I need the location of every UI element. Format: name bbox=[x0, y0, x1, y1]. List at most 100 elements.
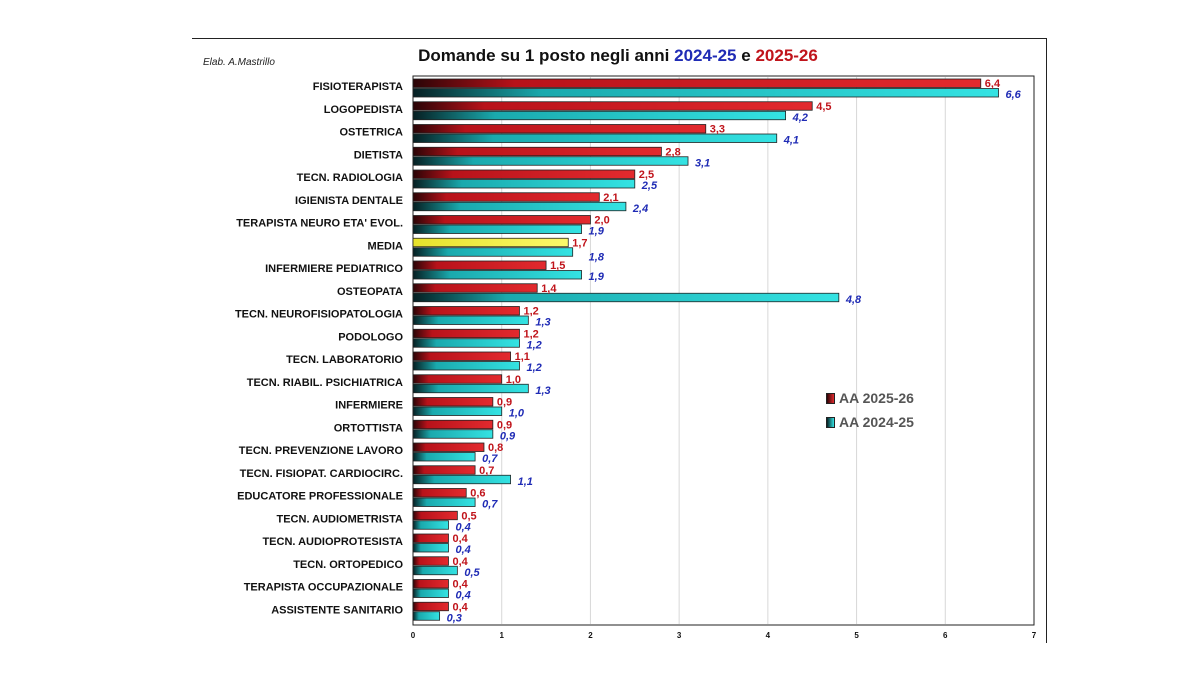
bar-2024-25 bbox=[412, 133, 778, 143]
bar-2024-25 bbox=[412, 452, 476, 462]
bar-2025-26 bbox=[412, 306, 520, 316]
bar-2025-26 bbox=[412, 283, 538, 293]
x-tick-label: 4 bbox=[766, 631, 771, 640]
bar-2024-25 bbox=[412, 611, 441, 621]
value-label-2024-25: 0,9 bbox=[500, 430, 516, 442]
value-label-2024-25: 4,2 bbox=[792, 112, 808, 124]
value-label-2025-26: 0,6 bbox=[470, 488, 485, 500]
bar-2025-26 bbox=[412, 260, 547, 270]
value-labels: 6,46,64,54,23,34,12,83,12,52,52,12,42,01… bbox=[447, 78, 1022, 624]
bars-group bbox=[412, 78, 999, 621]
value-label-2024-25: 4,1 bbox=[783, 135, 799, 147]
bar-2024-25 bbox=[412, 543, 449, 553]
category-label: ASSISTENTE SANITARIO bbox=[271, 604, 403, 616]
bar-2025-26 bbox=[412, 328, 520, 339]
value-label-2024-25: 0,4 bbox=[455, 521, 470, 533]
bar-2025-26 bbox=[412, 488, 467, 498]
value-label-2024-25: 1,2 bbox=[526, 362, 541, 374]
value-label-2025-26: 2,5 bbox=[639, 169, 654, 181]
value-label-2025-26: 2,8 bbox=[665, 146, 680, 158]
category-label: DIETISTA bbox=[354, 149, 403, 161]
bar-2024-25 bbox=[412, 315, 529, 325]
value-label-2025-26: 0,4 bbox=[452, 579, 468, 591]
category-label: TERAPISTA OCCUPAZIONALE bbox=[244, 582, 403, 594]
value-label-2024-25: 1,3 bbox=[535, 385, 550, 397]
bar-2024-25 bbox=[412, 520, 449, 530]
category-label: TECN. AUDIOMETRISTA bbox=[277, 513, 404, 525]
value-label-2024-25: 1,8 bbox=[589, 251, 605, 263]
category-label: TECN. LABORATORIO bbox=[286, 354, 403, 366]
category-label: MEDIA bbox=[368, 240, 404, 252]
value-label-2025-26: 0,5 bbox=[461, 510, 476, 522]
bar-2024-25 bbox=[412, 361, 520, 371]
chart-credit: Elab. A.Mastrillo bbox=[203, 57, 275, 68]
title-year-2024-25: 2024-25 bbox=[674, 46, 737, 65]
bar-2025-26 bbox=[412, 601, 449, 612]
legend-swatch-red bbox=[826, 392, 835, 404]
bar-2024-25 bbox=[412, 383, 529, 394]
x-tick-label: 2 bbox=[588, 631, 593, 640]
value-label-2025-26: 4,5 bbox=[816, 101, 831, 113]
value-label-2025-26: 0,8 bbox=[488, 442, 503, 454]
title-prefix: Domande su 1 posto negli anni bbox=[418, 46, 670, 65]
value-label-2025-26: 1,4 bbox=[541, 283, 557, 295]
bar-2025-26 bbox=[412, 169, 636, 179]
value-label-2024-25: 4,8 bbox=[845, 294, 862, 306]
value-label-2025-26: 2,0 bbox=[594, 215, 609, 227]
x-tick-label: 1 bbox=[499, 631, 504, 640]
bar-2024-25 bbox=[412, 565, 458, 576]
category-labels: FISIOTERAPISTA LOGOPEDISTA OSTETRICA DIETIS… bbox=[235, 81, 404, 616]
legend-swatch-cyan bbox=[826, 416, 835, 428]
bar-2024-25 bbox=[412, 474, 511, 485]
value-label-2025-26: 1,2 bbox=[523, 306, 538, 318]
bar-2024-25 bbox=[412, 429, 494, 439]
category-label: LOGOPEDISTA bbox=[324, 104, 403, 116]
bar-2024-25 bbox=[412, 156, 689, 166]
bar-2024-25 bbox=[412, 110, 787, 121]
category-label: OSTETRICA bbox=[339, 127, 403, 139]
chart-title: Domande su 1 posto negli anni 2024-25 e … bbox=[0, 46, 1200, 66]
value-label-2024-25: 0,4 bbox=[455, 544, 470, 556]
x-tick-label: 6 bbox=[943, 631, 948, 640]
value-label-2025-26: 1,7 bbox=[572, 237, 587, 249]
x-tick-label: 7 bbox=[1032, 631, 1037, 640]
value-label-2024-25: 1,0 bbox=[509, 408, 525, 420]
category-label: IGIENISTA DENTALE bbox=[295, 195, 403, 207]
value-label-2024-25: 0,4 bbox=[455, 590, 470, 602]
bar-2025-26 bbox=[412, 465, 476, 475]
gridlines bbox=[501, 77, 946, 624]
bar-2025-26 bbox=[412, 419, 494, 430]
category-label: TECN. RADIOLOGIA bbox=[297, 172, 403, 184]
bar-2024-25 bbox=[412, 224, 582, 234]
legend: AA 2025-26 AA 2024-25 bbox=[826, 386, 914, 434]
value-label-2025-26: 1,2 bbox=[523, 328, 538, 340]
value-label-2025-26: 0,9 bbox=[497, 397, 512, 409]
bar-2025-26 bbox=[412, 351, 511, 361]
category-label: TECN. PREVENZIONE LAVORO bbox=[239, 445, 404, 457]
bar-2025-26 bbox=[412, 556, 449, 566]
bar-2024-25 bbox=[412, 406, 503, 416]
value-label-2024-25: 1,9 bbox=[589, 226, 605, 238]
value-label-2024-25: 0,7 bbox=[482, 499, 498, 511]
title-year-2025-26: 2025-26 bbox=[755, 46, 818, 65]
value-label-2024-25: 0,3 bbox=[447, 612, 462, 624]
x-tick-label: 0 bbox=[411, 631, 416, 640]
legend-item-2025-26: AA 2025-26 bbox=[826, 386, 914, 410]
x-tick-label: 3 bbox=[677, 631, 682, 640]
category-label: TECN. FISIOPAT. CARDIOCIRC. bbox=[240, 468, 403, 480]
value-label-2025-26: 6,4 bbox=[985, 78, 1001, 90]
x-axis-ticks: 0 1 2 3 4 5 6 7 bbox=[411, 631, 1037, 640]
bar-2025-26 bbox=[412, 533, 449, 543]
bar-2025-26 bbox=[412, 124, 707, 134]
bar-2024-25 bbox=[412, 338, 520, 348]
value-label-2024-25: 6,6 bbox=[1006, 89, 1022, 101]
value-label-2025-26: 0,9 bbox=[497, 419, 512, 431]
value-label-2025-26: 3,3 bbox=[710, 124, 725, 136]
legend-item-2024-25: AA 2024-25 bbox=[826, 410, 914, 434]
value-label-2024-25: 0,7 bbox=[482, 453, 498, 465]
bar-2025-26 bbox=[412, 101, 813, 111]
bar-2025-26 bbox=[412, 237, 569, 248]
category-label: OSTEOPATA bbox=[337, 286, 403, 298]
bar-2025-26 bbox=[412, 579, 449, 589]
